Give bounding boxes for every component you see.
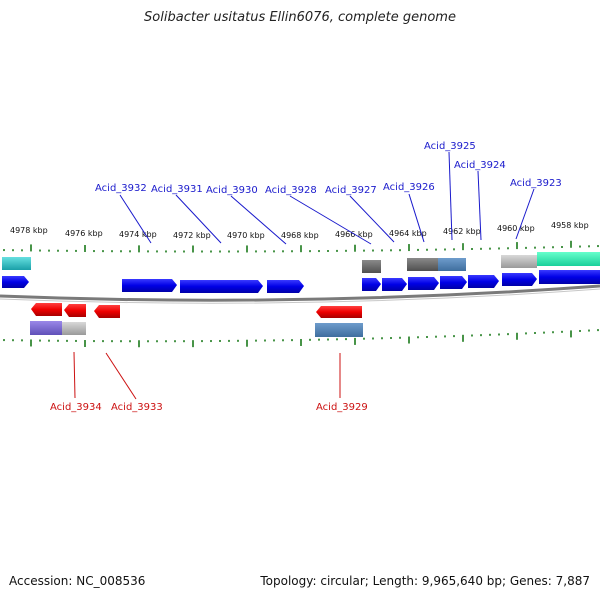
tick-label: 4972 kbp [173, 231, 211, 240]
gene-label: Acid_3930 [206, 185, 258, 196]
feature-block [362, 260, 381, 273]
accession-text: Accession: NC_008536 [9, 574, 146, 588]
feature-block [438, 258, 466, 271]
gene-label: Acid_3927 [325, 185, 377, 196]
tick-label: 4968 kbp [281, 231, 319, 240]
scale-labels: 4978 kbp 4976 kbp 4974 kbp 4972 kbp 4970… [10, 221, 589, 240]
forward-leaders [119, 151, 535, 245]
tick-label: 4958 kbp [551, 221, 589, 230]
gene-arrow [408, 277, 439, 290]
feature-row-upper [2, 252, 600, 273]
tick-label: 4976 kbp [65, 229, 103, 238]
gene-label: Acid_3924 [454, 160, 506, 171]
tick-label: 4974 kbp [119, 230, 157, 239]
gene-arrow [94, 305, 120, 318]
reverse-leaders [73, 351, 341, 400]
gene-arrow [440, 276, 467, 289]
forward-genes [2, 270, 600, 293]
tick-label: 4970 kbp [227, 231, 265, 240]
tick-label: 4962 kbp [443, 227, 481, 236]
forward-ticks [3, 240, 599, 253]
gene-label: Acid_3929 [316, 402, 368, 413]
gene-label: Acid_3932 [95, 183, 147, 194]
gene-arrow [468, 275, 499, 288]
gene-label: Acid_3933 [111, 402, 163, 413]
genome-summary-text: Topology: circular; Length: 9,965,640 bp… [260, 574, 590, 588]
reverse-ticks [3, 329, 599, 348]
feature-block [315, 323, 363, 337]
feature-row-lower [30, 321, 363, 337]
gene-arrow [362, 278, 381, 291]
map-title: Solibacter usitatus Ellin6076, complete … [144, 10, 456, 25]
gene-label: Acid_3926 [383, 182, 435, 193]
gene-label: Acid_3931 [151, 184, 203, 195]
gene-label: Acid_3923 [510, 178, 562, 189]
gene-arrow [2, 276, 29, 288]
gene-arrow [502, 273, 537, 286]
gene-label: Acid_3925 [424, 141, 476, 152]
gene-arrow [180, 280, 263, 293]
gene-arrow [31, 303, 62, 316]
feature-block [2, 257, 31, 270]
feature-block [537, 252, 600, 266]
forward-gene-labels: Acid_3932 Acid_3931 Acid_3930 Acid_3928 … [95, 141, 562, 196]
gene-label: Acid_3928 [265, 185, 317, 196]
feature-block [501, 255, 537, 268]
gene-arrow [122, 279, 177, 292]
feature-block [407, 258, 438, 271]
gene-arrow [382, 278, 407, 291]
gene-arrow [267, 280, 304, 293]
gene-arrow [64, 304, 86, 317]
feature-block [62, 322, 86, 335]
tick-label: 4978 kbp [10, 226, 48, 235]
feature-block [30, 321, 62, 335]
gene-label: Acid_3934 [50, 402, 102, 413]
tick-label: 4966 kbp [335, 230, 373, 239]
gene-arrow [539, 270, 600, 284]
reverse-gene-labels: Acid_3934 Acid_3933 Acid_3929 [50, 402, 368, 413]
tick-label: 4960 kbp [497, 224, 535, 233]
reverse-genes [31, 303, 362, 318]
genome-backbone [0, 284, 600, 302]
gene-arrow [316, 306, 362, 318]
tick-label: 4964 kbp [389, 229, 427, 238]
